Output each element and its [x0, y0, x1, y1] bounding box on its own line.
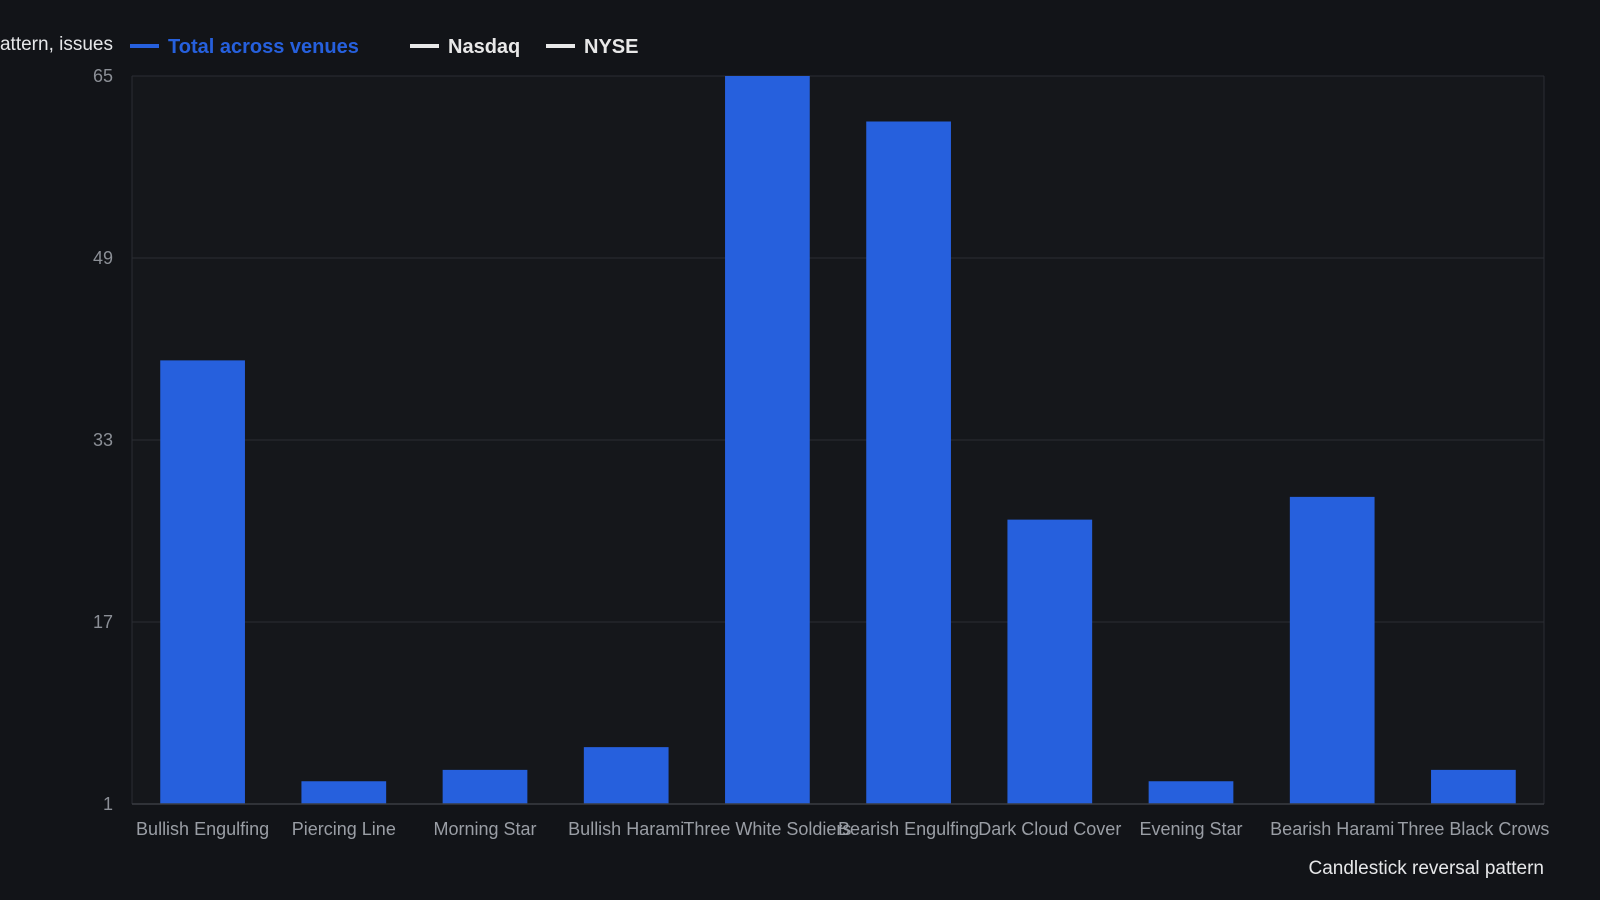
y-tick-label: 1 [103, 794, 113, 814]
y-tick-label: 65 [93, 66, 113, 86]
legend-item[interactable]: NYSE [546, 36, 638, 58]
bar[interactable] [583, 747, 669, 804]
legend: Total across venues Nasdaq NYSE [130, 36, 638, 58]
x-axis-ticks: Bullish Engulfing Piercing Line Morning St… [136, 819, 1549, 839]
bar[interactable] [725, 76, 810, 804]
x-tick-label: Evening Star [1139, 819, 1242, 839]
legend-item[interactable]: Total across venues [130, 36, 359, 58]
legend-label: NYSE [584, 36, 638, 58]
y-tick-label: 33 [93, 430, 113, 450]
y-axis-title: Count per pattern, issues [0, 34, 113, 55]
legend-label: Nasdaq [448, 36, 520, 58]
x-tick-label: Bullish Engulfing [136, 819, 269, 839]
legend-label: Total across venues [168, 36, 359, 58]
x-tick-label: Bullish Harami [568, 819, 684, 839]
gridlines [131, 75, 1545, 804]
bar[interactable] [160, 360, 245, 804]
x-axis-title: Candlestick reversal pattern [1309, 858, 1545, 879]
x-tick-label: Bearish Harami [1270, 819, 1394, 839]
bar[interactable] [1007, 519, 1093, 804]
x-tick-label: Morning Star [433, 819, 536, 839]
y-axis-ticks: 1 17 33 49 65 [93, 66, 113, 814]
x-tick-label: Three White Soldiers [683, 819, 851, 839]
legend-item[interactable]: Nasdaq [410, 36, 520, 58]
bar[interactable] [866, 121, 951, 805]
bar[interactable] [442, 769, 528, 804]
x-tick-label: Bearish Engulfing [838, 819, 979, 839]
bar[interactable] [301, 781, 387, 804]
bar[interactable] [1289, 496, 1375, 804]
bars [160, 76, 1516, 804]
x-tick-label: Three Black Crows [1397, 819, 1549, 839]
y-tick-label: 17 [93, 612, 113, 632]
x-tick-label: Dark Cloud Cover [978, 819, 1121, 839]
bar[interactable] [1148, 781, 1234, 804]
x-tick-label: Piercing Line [292, 819, 396, 839]
y-tick-label: 49 [93, 248, 113, 268]
bar[interactable] [1431, 769, 1516, 804]
